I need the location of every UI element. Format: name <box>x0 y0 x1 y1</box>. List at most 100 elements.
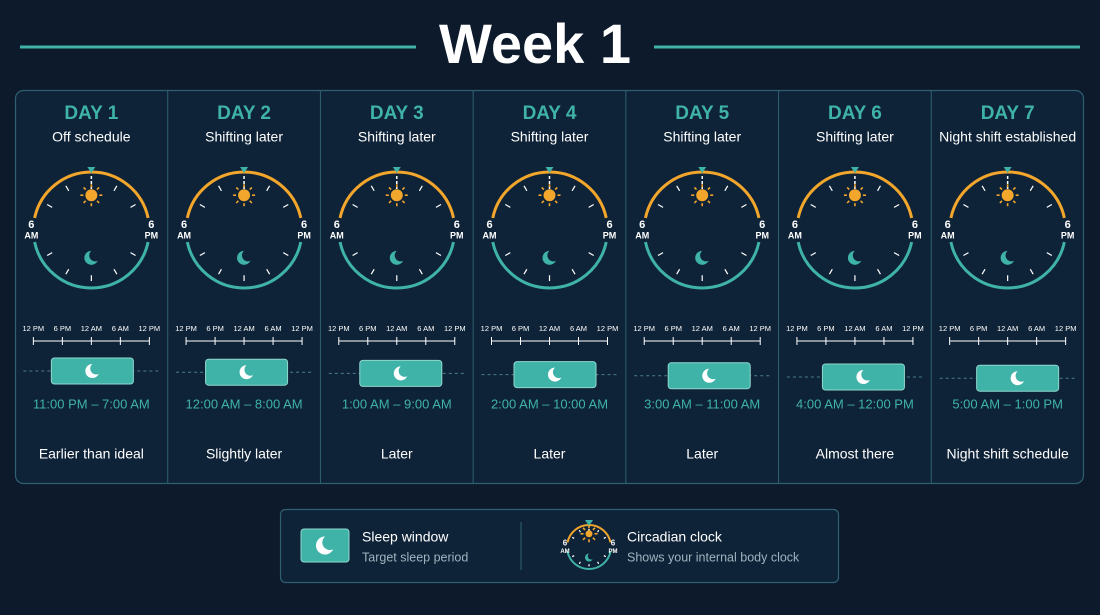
clock-label-left-sub: AM <box>330 230 344 240</box>
clock-tick <box>603 536 607 539</box>
clock-label-left: 6 <box>334 219 340 231</box>
timeline-label: 6 AM <box>723 324 740 333</box>
night-arc <box>33 241 150 290</box>
day-subtitle: Shifting later <box>205 129 283 145</box>
clock-tick <box>963 203 969 208</box>
sun-ray <box>1012 186 1016 191</box>
clock-label-left-sub: AM <box>560 549 569 555</box>
clock-tick <box>588 203 595 208</box>
clock-tick <box>282 203 289 208</box>
sun-ray <box>846 200 850 204</box>
sun-ray <box>388 200 392 204</box>
legend-description: Target sleep period <box>362 550 468 564</box>
sun-ray <box>592 537 596 541</box>
clock-tick <box>504 203 511 208</box>
sleep-window: 5:00 AM – 1:00 PM <box>952 396 1063 411</box>
clock-label-right: 6 <box>148 219 154 231</box>
sun-ray <box>592 527 596 531</box>
sun-ray <box>83 186 87 191</box>
legend-title: Circadian clock <box>627 529 723 545</box>
clock-tick <box>435 203 442 208</box>
day-label: DAY 4 <box>523 103 577 124</box>
clock-tick <box>657 252 664 257</box>
clock-tick <box>266 185 271 192</box>
clock-tick <box>523 185 528 192</box>
sun-ray <box>83 200 87 204</box>
night-arc <box>491 241 608 290</box>
clock-tick <box>724 185 729 192</box>
sun-ray <box>707 200 711 204</box>
clock-tick <box>65 268 70 275</box>
clock-tick <box>218 185 222 192</box>
sun-ray <box>1012 200 1016 204</box>
day-note: Night shift schedule <box>947 446 1069 462</box>
day-label: DAY 5 <box>675 103 729 124</box>
sleep-window: 2:00 AM – 10:00 AM <box>491 396 608 411</box>
clock-tick <box>810 203 817 208</box>
moon-cutout <box>861 368 874 381</box>
clock-tick <box>218 268 222 275</box>
sun-ray <box>235 186 239 191</box>
sun-icon <box>390 189 403 202</box>
sun-ray <box>541 200 545 204</box>
clock-tick <box>571 555 575 558</box>
clock-tick <box>370 268 375 275</box>
clock-label-left-sub: AM <box>483 230 497 240</box>
sun-ray <box>541 186 545 191</box>
legend-description: Shows your internal body clock <box>627 550 800 564</box>
sun-icon <box>1001 189 1014 202</box>
clock-tick <box>1029 268 1034 275</box>
now-marker <box>240 167 249 173</box>
clock-label-left: 6 <box>181 219 187 231</box>
night-arc <box>644 241 761 290</box>
timeline-label: 12 AM <box>386 324 407 333</box>
clock-tick <box>676 268 681 275</box>
sun-ray <box>554 186 558 191</box>
clock-tick <box>1046 252 1053 257</box>
clock-tick <box>370 185 375 192</box>
sun-ray <box>999 200 1003 204</box>
clock-tick <box>418 185 423 192</box>
timeline-label: 12 AM <box>692 324 713 333</box>
timeline-label: 12 PM <box>1055 324 1077 333</box>
timeline-label: 6 PM <box>206 324 224 333</box>
sun-ray <box>846 186 850 191</box>
sun-ray <box>554 200 558 204</box>
clock-label-right: 6 <box>301 219 307 231</box>
day-subtitle: Night shift established <box>939 129 1076 145</box>
timeline-label: 6 PM <box>512 324 530 333</box>
clock-label-left: 6 <box>563 539 568 548</box>
timeline-label: 12 PM <box>328 324 350 333</box>
clock-tick <box>46 252 53 257</box>
timeline-label: 12 PM <box>749 324 771 333</box>
moon-cutout <box>552 366 565 379</box>
timeline-label: 12 PM <box>444 324 466 333</box>
timeline-label: 12 PM <box>481 324 503 333</box>
sun-icon <box>85 189 98 202</box>
clock-tick <box>741 203 747 208</box>
sun-icon <box>696 189 709 202</box>
day-note: Later <box>381 446 413 462</box>
clock-tick <box>266 268 271 275</box>
legend-box <box>279 508 840 584</box>
timeline-label: 6 PM <box>664 324 682 333</box>
sun-ray <box>693 200 698 204</box>
day-note: Later <box>534 446 566 462</box>
clock-tick <box>963 252 969 257</box>
timeline-label: 12 PM <box>291 324 313 333</box>
sun-ray <box>582 527 586 531</box>
clock-tick <box>130 203 136 208</box>
clock-tick <box>199 203 206 208</box>
moon-cutout <box>700 249 713 262</box>
now-marker <box>392 167 401 173</box>
clock-tick <box>571 185 576 192</box>
sun-ray <box>249 200 253 204</box>
clock-label-right: 6 <box>759 219 765 231</box>
clock-tick <box>418 268 423 275</box>
timeline-label: 6 AM <box>112 324 129 333</box>
clock-tick <box>981 185 986 192</box>
clock-tick <box>435 252 442 257</box>
clock-tick <box>199 252 206 257</box>
